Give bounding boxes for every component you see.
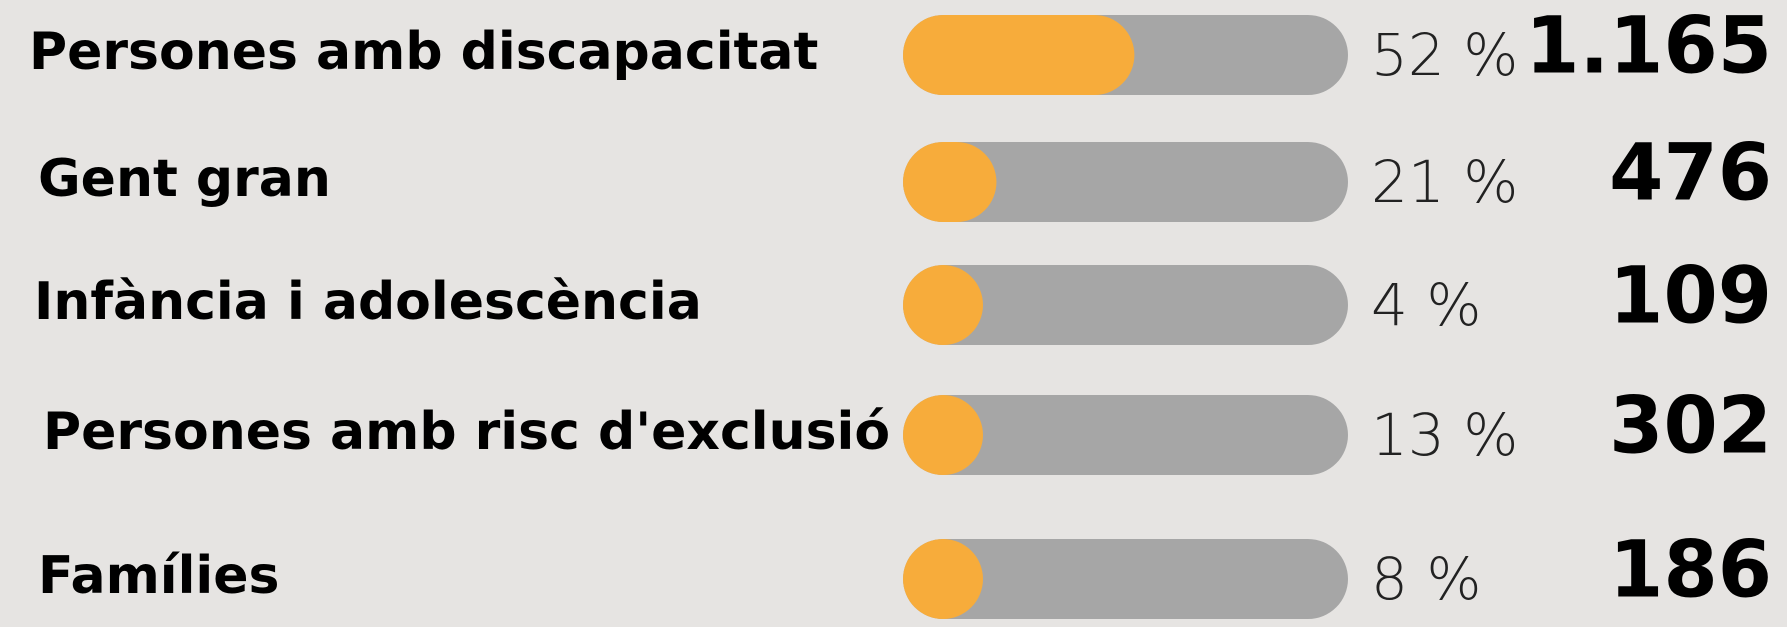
category-label: Gent gran bbox=[38, 149, 331, 209]
value-label: 8 % bbox=[1371, 545, 1481, 613]
bar bbox=[903, 539, 983, 619]
value-label: 13 % bbox=[1371, 401, 1518, 469]
bar bbox=[903, 265, 983, 345]
category-label: Infància i adolescència bbox=[34, 272, 702, 332]
bar bbox=[903, 15, 1135, 95]
bar bbox=[903, 142, 997, 222]
bar-track bbox=[903, 395, 1348, 475]
count-label: 302 bbox=[1609, 381, 1772, 471]
value-label: 21 % bbox=[1371, 148, 1518, 216]
category-label: Persones amb discapacitat bbox=[29, 22, 818, 82]
count-label: 186 bbox=[1609, 525, 1772, 615]
count-label: 109 bbox=[1609, 251, 1772, 341]
bar bbox=[903, 395, 983, 475]
value-label: 52 % bbox=[1371, 21, 1518, 89]
bar-track bbox=[903, 265, 1348, 345]
bar-track bbox=[903, 142, 1348, 222]
count-label: 476 bbox=[1609, 128, 1772, 218]
count-label: 1.165 bbox=[1525, 1, 1772, 91]
value-label: 4 % bbox=[1371, 271, 1481, 339]
category-label: Persones amb risc d'exclusió bbox=[43, 402, 890, 462]
bar-track bbox=[903, 539, 1348, 619]
category-label: Famílies bbox=[38, 546, 279, 606]
